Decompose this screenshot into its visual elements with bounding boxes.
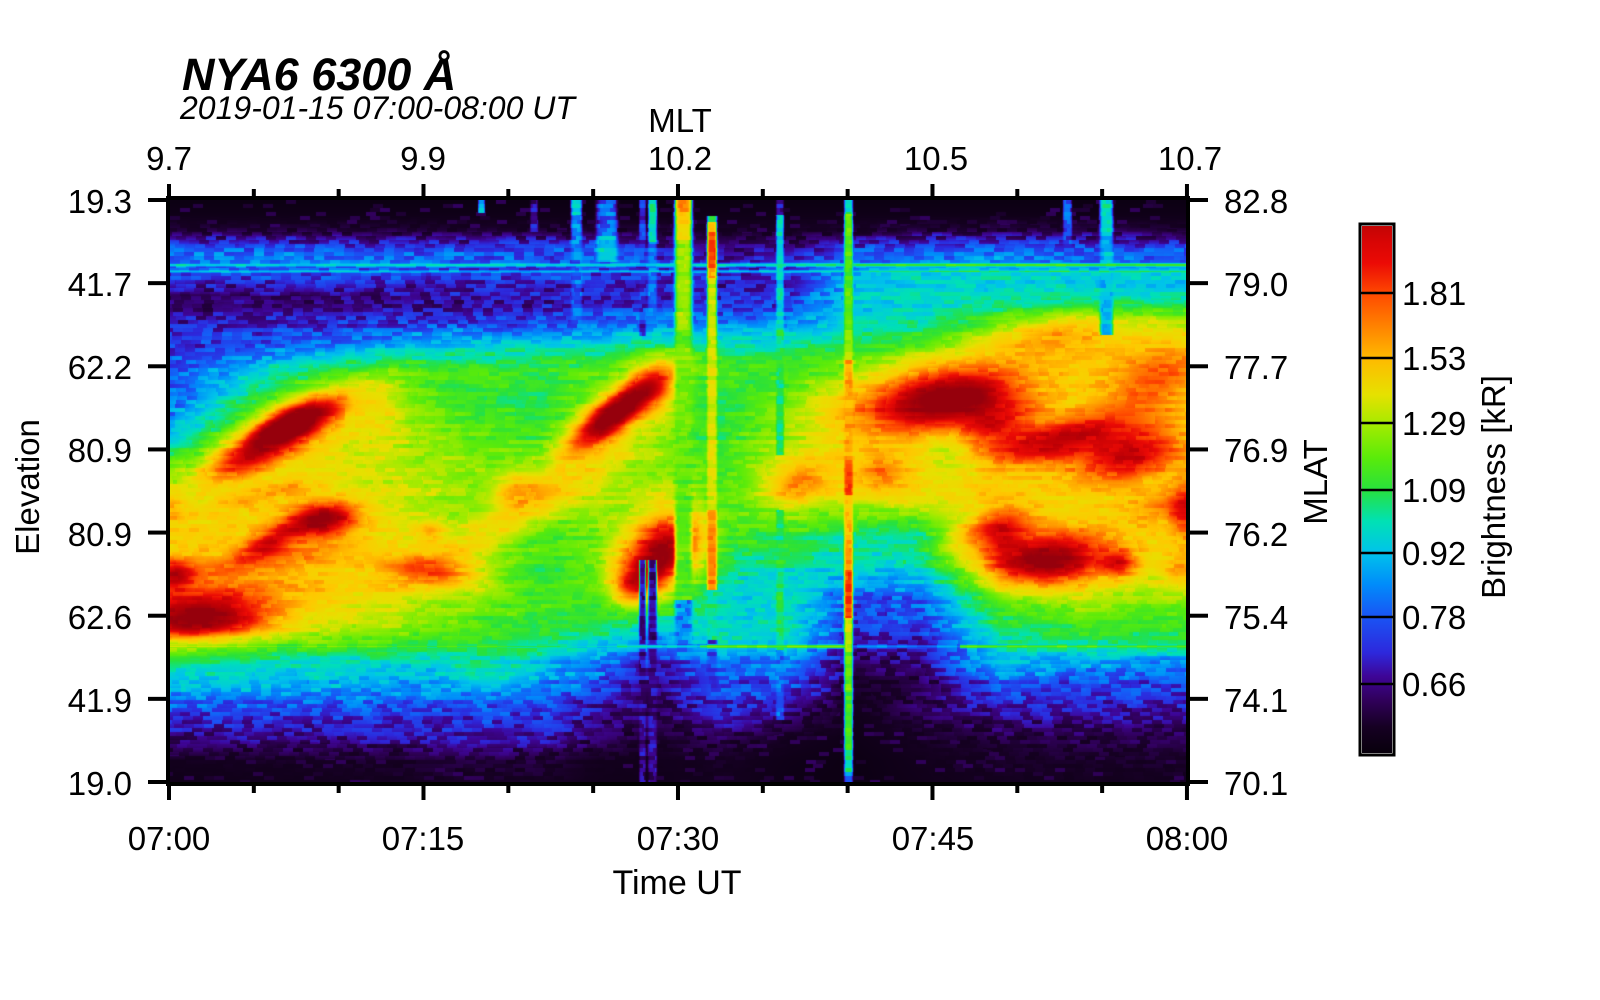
svg-text:07:30: 07:30 bbox=[637, 820, 720, 857]
svg-text:9.9: 9.9 bbox=[400, 140, 446, 177]
svg-text:1.09: 1.09 bbox=[1402, 472, 1466, 509]
svg-text:19.0: 19.0 bbox=[68, 765, 132, 802]
svg-text:1.29: 1.29 bbox=[1402, 405, 1466, 442]
svg-text:80.9: 80.9 bbox=[68, 432, 132, 469]
svg-text:0.92: 0.92 bbox=[1402, 535, 1466, 572]
svg-text:82.8: 82.8 bbox=[1224, 183, 1288, 220]
svg-text:70.1: 70.1 bbox=[1224, 765, 1288, 802]
svg-text:Time UT: Time UT bbox=[612, 864, 741, 902]
svg-text:10.5: 10.5 bbox=[904, 140, 968, 177]
svg-text:08:00: 08:00 bbox=[1146, 820, 1229, 857]
svg-text:1.53: 1.53 bbox=[1402, 340, 1466, 377]
svg-text:0.78: 0.78 bbox=[1402, 599, 1466, 636]
svg-text:2019-01-15 07:00-08:00 UT: 2019-01-15 07:00-08:00 UT bbox=[179, 90, 577, 126]
svg-text:77.7: 77.7 bbox=[1224, 349, 1288, 386]
svg-text:19.3: 19.3 bbox=[68, 183, 132, 220]
svg-text:62.2: 62.2 bbox=[68, 349, 132, 386]
svg-text:07:45: 07:45 bbox=[892, 820, 975, 857]
svg-text:MLAT: MLAT bbox=[1297, 439, 1334, 525]
svg-text:62.6: 62.6 bbox=[68, 599, 132, 636]
svg-text:74.1: 74.1 bbox=[1224, 682, 1288, 719]
svg-text:41.9: 41.9 bbox=[68, 682, 132, 719]
svg-text:10.2: 10.2 bbox=[648, 140, 712, 177]
svg-text:07:15: 07:15 bbox=[382, 820, 465, 857]
svg-text:41.7: 41.7 bbox=[68, 266, 132, 303]
svg-text:76.2: 76.2 bbox=[1224, 516, 1288, 553]
svg-text:NYA6 6300 Å: NYA6 6300 Å bbox=[182, 49, 456, 100]
svg-text:76.9: 76.9 bbox=[1224, 432, 1288, 469]
svg-text:79.0: 79.0 bbox=[1224, 266, 1288, 303]
svg-text:9.7: 9.7 bbox=[146, 140, 192, 177]
svg-text:1.81: 1.81 bbox=[1402, 275, 1466, 312]
svg-text:80.9: 80.9 bbox=[68, 516, 132, 553]
svg-text:MLT: MLT bbox=[648, 102, 712, 139]
svg-text:Brightness [kR]: Brightness [kR] bbox=[1475, 375, 1512, 599]
svg-text:0.66: 0.66 bbox=[1402, 666, 1466, 703]
svg-text:10.7: 10.7 bbox=[1158, 140, 1222, 177]
svg-text:07:00: 07:00 bbox=[128, 820, 211, 857]
svg-text:Elevation: Elevation bbox=[9, 419, 46, 555]
svg-text:75.4: 75.4 bbox=[1224, 599, 1288, 636]
